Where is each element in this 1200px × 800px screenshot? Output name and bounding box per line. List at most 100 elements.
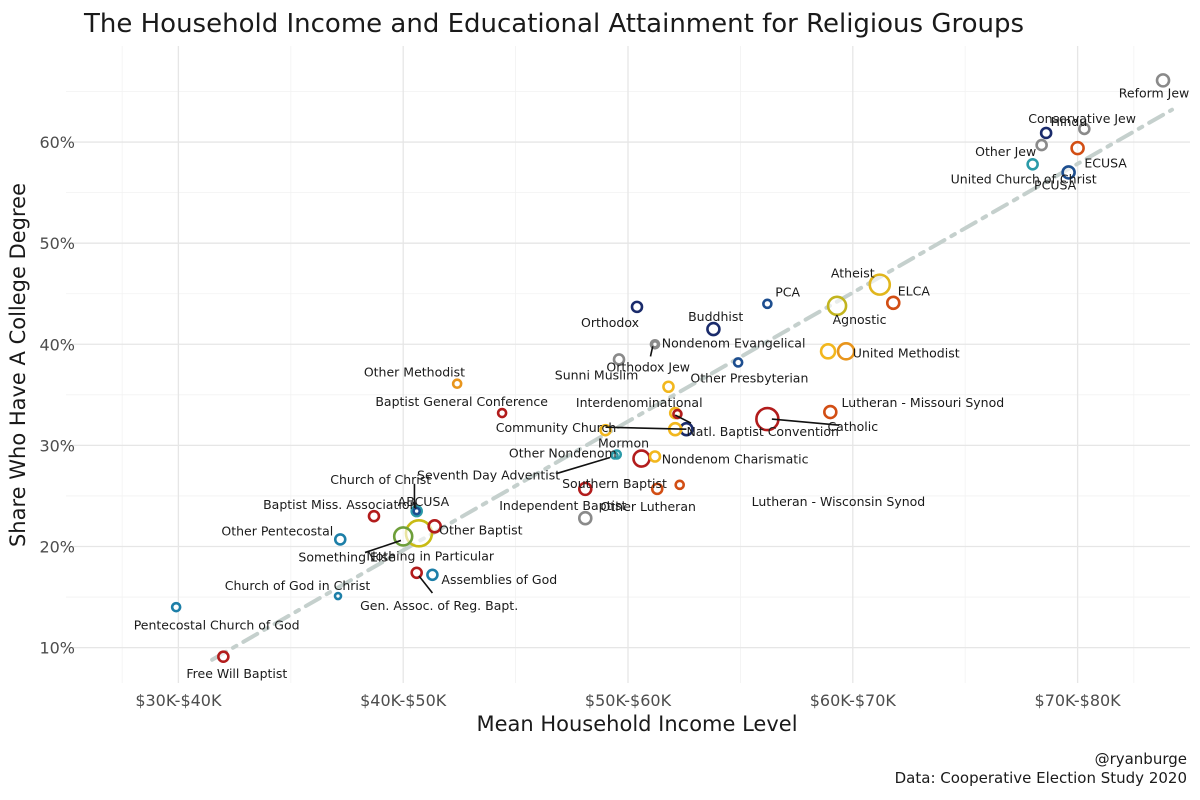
data-label: Something Else xyxy=(298,550,395,565)
data-label: Natl. Baptist Convention xyxy=(686,424,839,439)
x-tick-label: $60K-$70K xyxy=(810,691,897,710)
trend-line-path xyxy=(210,107,1175,662)
data-label: ABCUSA xyxy=(398,494,450,509)
data-point xyxy=(451,378,463,390)
x-axis-ticks: $30K-$40K $40K-$50K $50K-$60K $60K-$70K $70K… xyxy=(135,691,1121,710)
data-label: Other Methodist xyxy=(364,365,465,380)
y-tick-label: 60% xyxy=(39,133,75,152)
data-label: Atheist xyxy=(831,266,875,281)
x-tick-label: $40K-$50K xyxy=(360,691,447,710)
data-label: Other Presbyterian xyxy=(690,371,808,386)
data-label: Other Baptist xyxy=(439,522,523,537)
data-point xyxy=(426,568,439,582)
data-point xyxy=(1035,138,1048,152)
y-tick-label: 20% xyxy=(39,538,75,557)
caption-source: Data: Cooperative Election Study 2020 xyxy=(895,769,1187,787)
data-point xyxy=(1070,140,1085,156)
data-point xyxy=(885,295,901,311)
data-point xyxy=(577,510,593,526)
x-tick-label: $30K-$40K xyxy=(135,691,222,710)
data-point xyxy=(662,380,675,394)
data-label: Buddhist xyxy=(688,309,743,324)
data-label: Conservative Jew xyxy=(1028,111,1136,126)
data-label: Lutheran - Missouri Synod xyxy=(842,395,1005,410)
data-label: Other Pentecostal xyxy=(221,523,333,538)
data-point xyxy=(496,407,508,419)
data-point xyxy=(610,451,619,460)
data-point xyxy=(650,482,664,496)
trend-line xyxy=(210,107,1175,662)
data-point xyxy=(1039,126,1053,140)
data-point xyxy=(410,566,423,580)
caption-author: @ryanburge xyxy=(1095,750,1187,768)
data-label: Gen. Assoc. of Reg. Bapt. xyxy=(360,598,518,613)
data-label: Hindu xyxy=(1051,114,1088,129)
label-callout-line xyxy=(771,418,840,426)
y-axis-label: Share Who Have A College Degree xyxy=(6,183,30,547)
y-axis-ticks: 10% 20% 30% 40% 50% 60% xyxy=(39,133,75,658)
data-point xyxy=(732,357,744,368)
x-tick-label: $50K-$60K xyxy=(585,691,672,710)
label-callout-line xyxy=(418,575,434,594)
data-point xyxy=(648,450,662,463)
data-point xyxy=(170,601,182,613)
label-callout-line xyxy=(649,346,654,357)
data-label: Church of God in Christ xyxy=(225,578,371,593)
data-label: Agnostic xyxy=(833,312,887,327)
data-point xyxy=(826,295,848,317)
chart-title: The Household Income and Educational Att… xyxy=(83,9,1024,39)
data-point xyxy=(650,339,660,349)
data-point xyxy=(333,533,347,546)
label-callout-line xyxy=(555,456,611,475)
data-point xyxy=(1155,73,1171,88)
data-point xyxy=(762,298,773,310)
data-points xyxy=(170,73,1171,664)
data-label: Other Nondenom xyxy=(509,445,617,460)
data-point xyxy=(819,343,837,360)
data-point xyxy=(823,404,838,420)
data-point xyxy=(632,449,651,468)
data-point xyxy=(427,518,442,534)
data-label: United Church of Christ xyxy=(951,171,1097,186)
data-point xyxy=(1026,158,1039,171)
data-label: Pentecostal Church of God xyxy=(134,617,300,632)
data-label: Catholic xyxy=(827,419,878,434)
label-callout-line xyxy=(605,426,687,431)
data-label: PCA xyxy=(775,285,800,300)
data-label: Lutheran - Wisconsin Synod xyxy=(752,494,926,509)
data-label: ECUSA xyxy=(1084,155,1127,170)
data-point xyxy=(412,506,421,516)
data-label: Community Church xyxy=(496,420,617,435)
data-label: PCUSA xyxy=(1034,178,1077,193)
y-tick-label: 40% xyxy=(39,335,75,354)
data-point xyxy=(1078,122,1091,136)
y-tick-label: 30% xyxy=(39,436,75,455)
data-label: Sunni Muslim xyxy=(555,368,639,383)
data-label: Free Will Baptist xyxy=(186,666,287,681)
data-label: Seventh Day Adventist xyxy=(417,468,560,483)
data-point xyxy=(333,591,343,601)
data-point xyxy=(674,479,686,491)
data-point xyxy=(577,481,593,497)
data-point xyxy=(217,650,230,664)
data-label: Orthodox Jew xyxy=(606,360,690,375)
grid xyxy=(66,46,1190,683)
y-tick-label: 50% xyxy=(39,234,75,253)
data-point xyxy=(706,321,721,337)
data-point xyxy=(612,353,626,366)
data-label: Church of Christ xyxy=(330,472,431,487)
data-label: Orthodox xyxy=(581,315,639,330)
data-label: Nondenom Evangelical xyxy=(662,335,806,350)
data-label: Independent Baptist xyxy=(499,498,626,513)
data-label: Interdenominational xyxy=(576,395,703,410)
data-label: Nondenom Charismatic xyxy=(662,452,809,467)
data-label: Reform Jew xyxy=(1119,86,1190,101)
x-tick-label: $70K-$80K xyxy=(1035,691,1122,710)
data-label: Baptist Miss. Association xyxy=(263,497,417,512)
x-axis-label: Mean Household Income Level xyxy=(476,712,797,736)
data-label: Mormon xyxy=(598,435,649,450)
data-point xyxy=(392,526,414,547)
data-label: Nothing in Particular xyxy=(366,549,495,564)
